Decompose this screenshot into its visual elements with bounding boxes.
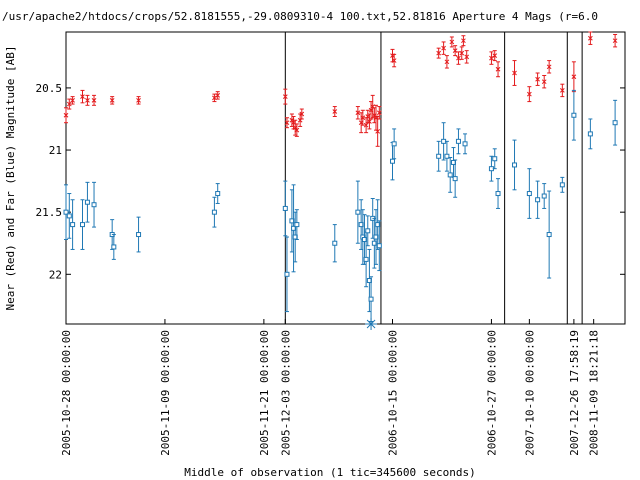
far-point-38 [452,176,458,182]
x-tick-label-3-0: 2007-10-10 00:00:00 [523,330,536,456]
far-point-40 [462,141,468,147]
near-point-33 [436,50,442,56]
far-point-46 [535,197,541,203]
far-point-36 [447,172,453,178]
far-point-7 [111,244,117,250]
far-marker-point-0 [365,318,378,330]
chart-body: 20.5 21 21.5 22 2005-10-28 00:00:00 2005-11-0… [36,31,626,456]
near-point-48 [541,79,547,85]
near-point-22 [363,122,369,128]
near-point-17 [299,111,305,117]
near-point-24 [367,119,372,124]
far-point-39 [455,138,461,144]
far-point-18 [355,209,361,215]
near-point-44 [495,66,501,72]
x-tick-label-4-0: 2007-12-26 17:58:19 [568,330,581,456]
far-point-35 [444,153,450,159]
near-point-34 [441,45,446,51]
far-point-47 [541,193,547,199]
near-point-36 [449,39,455,45]
y-axis-label: Near (Red) and Far (Blue) Magnitude [AB] [4,46,17,311]
far-point-22 [363,256,369,262]
near-point-10 [282,94,288,99]
far-point-33 [436,153,442,159]
far-point-52 [612,120,618,126]
far-point-3 [79,222,85,228]
near-point-49 [546,64,552,70]
near-point-39 [459,50,465,56]
far-point-23 [365,228,371,234]
far-point-12 [284,271,290,277]
x-tick-label-0-1: 2005-11-09 00:00:00 [159,330,172,456]
near-point-0 [63,112,69,118]
far-point-16 [294,222,300,228]
y-tick-label-3: 22 [49,268,62,281]
near-point-19 [355,110,361,116]
near-point-53 [612,38,618,44]
far-point-50 [571,112,577,118]
x-tick-label-2-1: 2006-10-27 00:00:00 [485,330,498,456]
near-point-29 [375,129,381,134]
far-point-11 [282,205,288,211]
near-point-9 [215,93,221,98]
near-point-40 [461,38,466,44]
near-point-46 [527,91,532,97]
far-point-17 [332,240,338,246]
x-tick-label-0-0: 2005-10-28 00:00:00 [60,330,73,456]
far-point-49 [559,182,565,188]
far-point-25 [368,296,374,302]
near-point-1 [66,101,72,107]
near-point-6 [109,97,115,103]
x-axis-label: Middle of observation (1 tic=345600 seco… [184,466,475,479]
far-point-4 [84,199,90,205]
near-point-5 [91,97,97,103]
near-point-42 [489,55,494,61]
far-point-43 [495,191,501,197]
near-point-50 [559,88,565,93]
plot-frame [65,31,626,325]
near-point-30 [376,110,382,116]
far-point-44 [512,162,518,168]
far-point-2 [70,222,76,228]
far-point-45 [526,191,532,197]
near-point-11 [284,120,290,126]
y-tick-label-0: 20.5 [36,82,63,95]
y-tick-label-1: 21 [49,144,62,157]
far-point-0 [63,209,69,215]
far-point-8 [136,232,142,238]
near-point-2 [70,97,75,103]
near-point-52 [588,35,593,41]
x-tick-label-0-2: 2005-11-21 00:00:00 [258,330,271,456]
far-point-48 [546,232,552,238]
near-point-35 [444,59,450,65]
chart-title: /usr/apache2/htdocs/crops/52.8181555,-29… [2,10,598,23]
far-point-42 [492,156,498,162]
near-point-47 [535,76,540,82]
near-point-7 [136,97,141,103]
far-point-5 [91,202,97,208]
near-point-15 [294,127,300,133]
y-tick-label-2: 21.5 [36,206,63,219]
far-point-9 [211,209,217,215]
near-point-43 [492,53,498,58]
far-point-1 [66,213,72,219]
near-point-41 [464,54,470,60]
far-point-32 [391,141,397,147]
far-point-31 [389,158,395,164]
near-point-32 [391,58,397,63]
far-point-10 [215,191,221,197]
near-point-4 [85,97,90,103]
x-tick-label-1-0: 2005-12-03 00:00:00 [279,330,292,456]
x-tick-label-5-0: 2008-11-09 18:21:18 [588,330,601,456]
far-point-51 [587,131,593,137]
near-point-3 [80,94,85,99]
near-point-21 [360,115,366,121]
far-point-30 [376,243,382,249]
near-point-45 [512,70,517,76]
x-tick-label-2-0: 2006-10-15 00:00:00 [386,330,399,456]
near-point-51 [571,74,577,80]
near-point-18 [332,109,338,114]
